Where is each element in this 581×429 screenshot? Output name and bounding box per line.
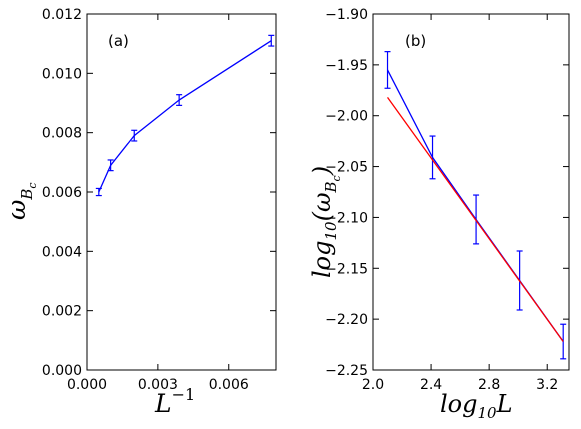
y-axis-label-b-subsub: B [322,181,340,193]
error-bar-b-4 [560,323,567,360]
y-axis-label-a: ωBc [2,182,39,220]
y-tick-label-a-0: 0.000 [42,363,82,379]
y-axis-label-b-mid: (ω [308,192,336,221]
error-bar-a-4 [268,34,275,47]
y-tick-label-b-5: −2.00 [325,109,368,125]
y-tick-label-a-1: 0.002 [42,304,82,320]
error-bar-a-1 [107,159,114,172]
x-axis-label-b-base: log [440,390,478,418]
x-axis-label-b-sub: 10 [478,404,498,422]
error-bar-b-0 [384,51,391,89]
y-axis-label-b-pre: log [308,241,336,279]
y-tick-label-b-1: −2.20 [325,312,368,328]
y-tick-label-a-2: 0.004 [42,244,82,260]
x-tick-label-b-0: 2.0 [362,377,384,393]
x-tick-label-b-2: 2.8 [478,377,500,393]
error-bar-a-3 [176,94,183,106]
ticks-a: 0.000 0.003 0.006 0.000 0.002 0.004 0.006 0.008… [42,7,276,393]
plot-frame-a [86,13,277,371]
series-b [384,51,567,360]
series-a [95,34,275,197]
y-tick-label-b-4: −2.05 [325,160,368,176]
series-line-b-0 [386,69,564,342]
panel-label-a: (a) [108,32,129,50]
y-axis-label-b-sub: 10 [322,221,340,241]
error-bar-b-1 [429,135,436,180]
x-tick-label-b-1: 2.4 [420,377,442,393]
x-tick-label-a-2: 0.006 [209,377,249,393]
y-tick-label-b-0: −2.25 [325,363,368,379]
x-axis-label-a-base: L [154,389,172,418]
x-axis-label-a-sup: −1 [172,385,196,404]
y-axis-label-b-subsubsub: c [330,175,343,181]
y-axis-label-b: log10(ωBc) [308,166,343,278]
y-axis-label-a-sub: B [18,189,36,201]
x-axis-label-a: L−1 [154,385,195,418]
panel-label-b: (b) [405,32,426,50]
y-tick-label-a-3: 0.006 [42,185,82,201]
y-tick-label-a-6: 0.012 [42,7,82,23]
y-tick-label-b-7: −1.90 [325,7,368,23]
series-line-b-1 [386,97,564,342]
y-tick-label-b-6: −1.95 [325,58,368,74]
x-tick-label-a-1: 0.003 [138,377,178,393]
y-axis-label-b-post: ) [308,166,336,176]
x-axis-label-b: log10L [440,390,513,422]
plot-frame-b [372,13,570,371]
error-bar-a-2 [131,129,138,142]
y-tick-label-a-4: 0.008 [42,126,82,142]
y-axis-label-a-subsub: c [26,182,39,188]
x-tick-label-b-3: 3.2 [536,377,558,393]
y-tick-label-a-5: 0.010 [42,66,82,82]
y-tick-label-b-3: −2.10 [325,210,368,226]
x-axis-label-b-tail: L [496,390,513,418]
ticks-b: 2.0 2.4 2.8 3.2 −2.25 −2.20 −2.15 −2.10 −2.05 −2.… [325,7,569,393]
error-bar-a-0 [95,187,102,197]
x-tick-label-a-0: 0.000 [67,377,107,393]
y-tick-label-b-2: −2.15 [325,261,368,277]
y-axis-label-a-base: ω [2,200,31,220]
panel-b: 2.0 2.4 2.8 3.2 −2.25 −2.20 −2.15 −2.10 −2.05 −2.… [308,7,570,422]
series-line-a-0 [98,40,272,193]
panel-a: 0.000 0.003 0.006 0.000 0.002 0.004 0.006 0.008… [2,7,277,418]
